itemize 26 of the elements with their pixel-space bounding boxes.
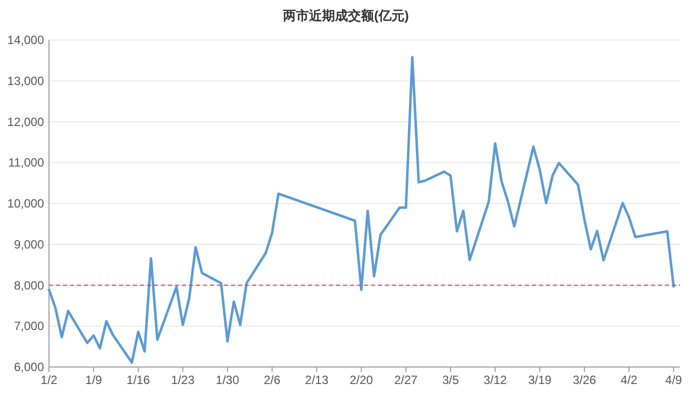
x-tick-label: 3/26 [572,373,596,387]
y-tick-label: 7,000 [14,319,44,334]
x-tick-label: 1/23 [171,373,195,387]
line-series [48,56,675,364]
x-tick-label: 4/2 [620,373,638,387]
chart-title: 两市近期成交额(亿元) [282,8,409,23]
x-tick-label: 1/16 [126,373,150,387]
y-tick-label: 6,000 [14,360,44,374]
x-tick-label: 1/9 [85,373,102,387]
x-tick-label: 1/30 [216,373,240,387]
y-tick-label: 11,000 [8,156,44,170]
x-tick-label: 2/27 [394,373,418,387]
y-tick-label: 8,000 [14,278,44,292]
y-tick-label: 12,000 [7,114,44,129]
x-tick-label: 1/2 [40,373,58,387]
x-tick-label: 4/9 [665,373,682,387]
y-tick-label: 10,000 [7,196,44,210]
x-tick-label: 3/19 [528,373,552,387]
x-tick-label: 3/5 [442,373,460,387]
y-tick-label: 14,000 [7,33,44,47]
x-tick-label: 2/6 [264,373,281,387]
y-tick-label: 9,000 [14,237,44,252]
x-tick-label: 3/12 [483,373,508,387]
y-tick-label: 13,000 [7,74,44,88]
x-tick-label: 2/20 [350,373,374,387]
x-tick-label: 2/13 [305,373,329,387]
